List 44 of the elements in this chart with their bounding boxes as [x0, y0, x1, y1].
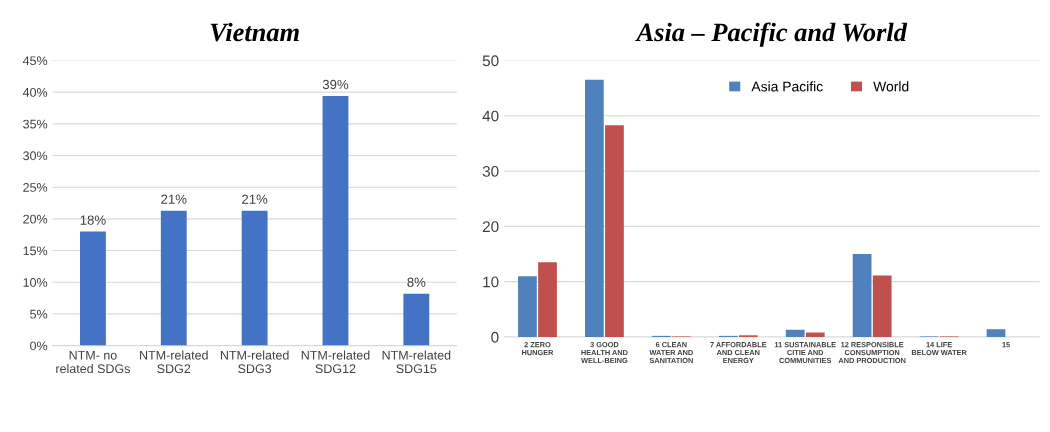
bar	[518, 276, 537, 337]
bar	[538, 262, 557, 337]
y-tick-label: 50	[482, 55, 499, 67]
y-tick-label: 10	[483, 276, 499, 288]
bar	[403, 293, 430, 346]
x-tick-label: NTM-related SDG15	[382, 350, 451, 374]
y-tick-label: 25%	[23, 183, 48, 192]
x-tick-label: NTM-related SDG2	[140, 350, 208, 374]
chart-title: Asia – Pacific and World	[635, 22, 908, 47]
y-tick-label: 5%	[30, 309, 48, 319]
y-tick-label: 40	[482, 110, 499, 122]
legend-label: World	[873, 81, 909, 92]
bar	[241, 210, 268, 346]
data-label: 21%	[242, 194, 268, 204]
bar	[986, 329, 1006, 337]
bar	[79, 231, 106, 346]
y-tick-label: 0%	[30, 341, 48, 351]
bar	[322, 95, 349, 346]
legend-label: Asia Pacific	[751, 81, 823, 92]
data-label: 18%	[80, 215, 106, 225]
y-tick-label: 20	[482, 221, 499, 233]
y-tick-label: 40%	[22, 87, 48, 97]
bar	[852, 254, 872, 337]
y-tick-label: 30%	[23, 151, 48, 161]
x-tick-label: NTM- no related SDGs	[56, 350, 130, 374]
bar	[584, 79, 604, 337]
y-tick-label: 45%	[22, 56, 48, 66]
y-tick-label: 15%	[23, 246, 48, 256]
x-tick-label: NTM-related SDG12	[301, 350, 370, 374]
bar	[605, 125, 624, 337]
y-tick-label: 10%	[23, 278, 48, 287]
y-tick-label: 30	[482, 165, 499, 177]
chart-title: Vietnam	[210, 22, 299, 42]
y-tick-label: 0	[491, 331, 499, 343]
bar	[160, 210, 187, 346]
data-label: 21%	[161, 194, 187, 204]
bar	[805, 332, 825, 337]
y-tick-label: 35%	[23, 119, 48, 129]
bar	[785, 329, 805, 337]
bar	[872, 275, 892, 337]
data-label: 39%	[322, 79, 349, 90]
y-tick-label: 20%	[23, 214, 48, 224]
data-label: 8%	[407, 277, 426, 287]
x-tick-label: NTM-related SDG3	[220, 350, 289, 374]
